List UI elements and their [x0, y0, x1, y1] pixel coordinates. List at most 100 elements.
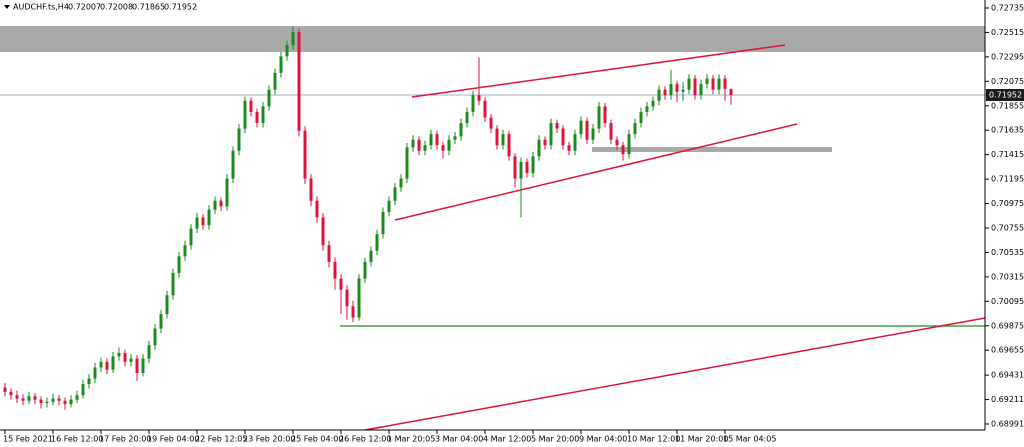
- candle-body: [495, 128, 499, 146]
- candle-body: [3, 387, 7, 392]
- candle-body: [57, 398, 61, 401]
- candle-body: [555, 123, 559, 129]
- candle-body: [51, 398, 55, 402]
- candle-body: [681, 89, 685, 92]
- candle-body: [129, 358, 133, 362]
- candle-body: [459, 123, 463, 137]
- candle-body: [87, 378, 91, 385]
- candle-body: [243, 100, 247, 129]
- x-tick-label: 4 Mar 12:00: [483, 435, 531, 444]
- candles: [3, 26, 733, 410]
- candle-body: [399, 178, 403, 188]
- candle-body: [201, 217, 205, 226]
- y-tick-label: 0.71855: [991, 101, 1024, 110]
- candle-body: [705, 78, 709, 85]
- x-tick-label: 15 Mar 04:05: [723, 435, 776, 444]
- candle-body: [483, 100, 487, 118]
- y-tick-label: 0.70535: [991, 248, 1024, 257]
- candle-body: [189, 228, 193, 246]
- candle-body: [147, 345, 151, 359]
- candle-body: [249, 100, 253, 112]
- candle-body: [585, 120, 589, 140]
- candle-body: [21, 398, 25, 401]
- candle-body: [27, 396, 31, 401]
- candle-body: [573, 134, 577, 151]
- candle-body: [351, 306, 355, 318]
- candle-body: [669, 84, 673, 96]
- candle-body: [309, 178, 313, 201]
- y-tick-label: 0.72295: [991, 52, 1024, 61]
- y-tick-label: 0.70755: [991, 224, 1024, 233]
- candle-body: [525, 161, 529, 173]
- y-tick-label: 0.71415: [991, 150, 1024, 159]
- candle-body: [405, 147, 409, 179]
- candle-body: [435, 134, 439, 146]
- candle-body: [39, 399, 43, 403]
- candle-body: [93, 367, 97, 379]
- candle-body: [663, 89, 667, 96]
- candle-body: [597, 106, 601, 129]
- y-tick-label: 0.72075: [991, 77, 1024, 86]
- candle-body: [141, 358, 145, 373]
- x-tick-label: 19 Feb 04:00: [147, 435, 199, 444]
- candle-body: [609, 123, 613, 140]
- candle-body: [207, 209, 211, 226]
- candle-body: [579, 120, 583, 135]
- x-tick-label: 15 Feb 2021: [3, 435, 53, 444]
- candle-body: [729, 88, 733, 95]
- x-tick-label: 3 Mar 04:00: [435, 435, 483, 444]
- x-tick-label: 23 Feb 20:00: [243, 435, 295, 444]
- candle-body: [543, 139, 547, 146]
- candle-body: [285, 45, 289, 57]
- y-tick-label: 0.69211: [991, 395, 1024, 404]
- candle-body: [45, 401, 49, 403]
- candle-body: [567, 145, 571, 151]
- support-bar: [592, 147, 832, 152]
- candle-body: [717, 78, 721, 90]
- price-label-box: [986, 89, 1024, 101]
- candle-body: [153, 328, 157, 346]
- long-trend-line: [364, 317, 986, 431]
- candle-body: [453, 136, 457, 140]
- candle-body: [219, 200, 223, 207]
- candle-body: [627, 134, 631, 155]
- candle-body: [117, 353, 121, 357]
- y-tick-label: 0.72735: [991, 4, 1024, 13]
- candle-body: [417, 139, 421, 151]
- candle-body: [693, 78, 697, 96]
- candle-body: [327, 245, 331, 262]
- candle-body: [519, 161, 523, 179]
- candle-body: [441, 145, 445, 151]
- candle-body: [699, 84, 703, 96]
- candle-body: [75, 395, 79, 400]
- candle-body: [15, 395, 19, 399]
- candle-body: [357, 278, 361, 318]
- candle-body: [225, 178, 229, 207]
- menu-arrow[interactable]: [4, 5, 10, 9]
- x-tick-label: 10 Mar 12:00: [627, 435, 680, 444]
- channel-upper-line: [411, 44, 786, 98]
- candle-body: [615, 139, 619, 146]
- candle-body: [231, 150, 235, 179]
- y-tick-label: 0.70975: [991, 199, 1024, 208]
- symbol-label: AUDCHF.ts,H4: [13, 3, 69, 12]
- candle-body: [81, 384, 85, 396]
- y-tick-label: 0.69655: [991, 346, 1024, 355]
- candle-body: [429, 134, 433, 146]
- candle-body: [279, 56, 283, 73]
- candle-body: [711, 78, 715, 90]
- candle-body: [9, 391, 13, 396]
- candle-body: [375, 234, 379, 251]
- candle-body: [561, 128, 565, 146]
- header-low: 0.71865: [132, 3, 165, 12]
- candle-body: [135, 358, 139, 373]
- price-label: 0.71952: [989, 91, 1022, 100]
- candle-body: [447, 139, 451, 151]
- candle-body: [657, 89, 661, 101]
- candle-body: [315, 200, 319, 218]
- candle-body: [549, 123, 553, 146]
- candle-body: [273, 73, 277, 90]
- candle-body: [105, 361, 109, 370]
- candle-body: [69, 399, 73, 405]
